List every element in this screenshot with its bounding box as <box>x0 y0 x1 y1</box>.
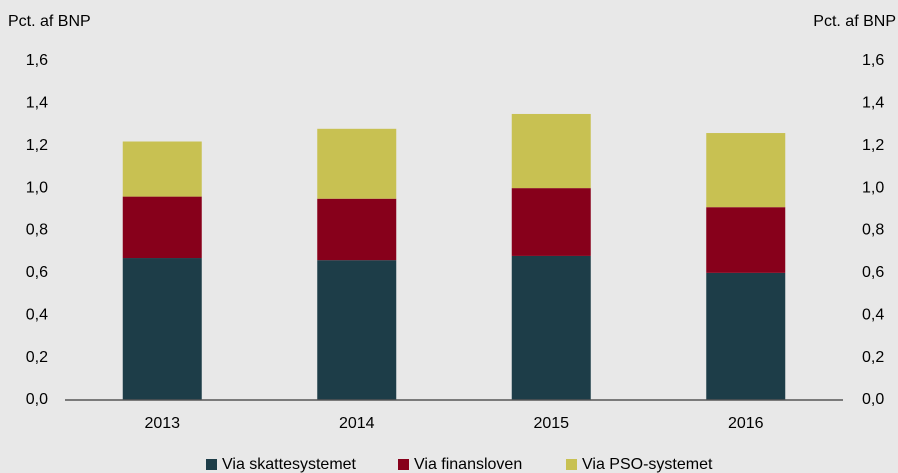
bar-segment <box>511 113 591 189</box>
legend-swatch <box>398 459 409 470</box>
y-tick-label: 0,8 <box>26 222 48 239</box>
y2-axis-title: Pct. af BNP <box>813 13 896 30</box>
y-tick-label: 0,2 <box>26 349 48 366</box>
x-tick-label: 2016 <box>728 415 764 432</box>
bar-segment <box>317 260 397 400</box>
bar-segment <box>317 128 397 199</box>
y-tick-label: 0,6 <box>26 264 48 281</box>
bar-segment <box>511 255 591 400</box>
y2-tick-label: 1,6 <box>862 52 884 69</box>
x-tick-label: 2015 <box>533 415 569 432</box>
y-axis-title: Pct. af BNP <box>8 13 91 30</box>
legend-label: Via skattesystemet <box>222 456 357 473</box>
y-tick-label: 1,4 <box>26 95 48 112</box>
y-tick-label: 0,0 <box>26 391 48 408</box>
y2-tick-label: 0,6 <box>862 264 884 281</box>
y2-tick-label: 0,2 <box>862 349 884 366</box>
y-tick-label: 1,0 <box>26 179 48 196</box>
x-tick-label: 2014 <box>339 415 375 432</box>
legend-label: Via PSO-systemet <box>582 456 713 473</box>
y-tick-label: 0,4 <box>26 306 48 323</box>
bar-segment <box>706 272 786 400</box>
legend-swatch <box>566 459 577 470</box>
legend-swatch <box>206 459 217 470</box>
bar-segment <box>511 188 591 256</box>
bar-segment <box>122 141 202 197</box>
bar-segment <box>122 258 202 400</box>
y-tick-label: 1,2 <box>26 137 48 154</box>
y2-tick-label: 0,0 <box>862 391 884 408</box>
y2-tick-label: 1,0 <box>862 179 884 196</box>
bar-segment <box>317 198 397 261</box>
y-tick-label: 1,6 <box>26 52 48 69</box>
y2-tick-label: 0,8 <box>862 222 884 239</box>
bar-segment <box>122 196 202 259</box>
y2-tick-label: 1,2 <box>862 137 884 154</box>
bar-segment <box>706 207 786 273</box>
x-tick-label: 2013 <box>144 415 180 432</box>
y2-tick-label: 0,4 <box>862 306 884 323</box>
y2-tick-label: 1,4 <box>862 95 884 112</box>
bar-segment <box>706 133 786 208</box>
legend-label: Via finansloven <box>414 456 522 473</box>
